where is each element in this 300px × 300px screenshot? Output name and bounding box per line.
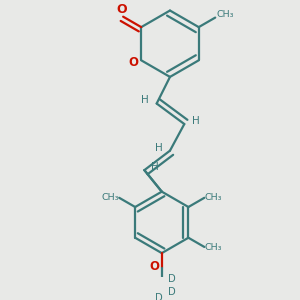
- Text: H: H: [192, 116, 200, 126]
- Text: D: D: [155, 293, 163, 300]
- Text: CH₃: CH₃: [217, 10, 234, 19]
- Text: O: O: [128, 56, 139, 69]
- Text: H: H: [141, 95, 149, 106]
- Text: CH₃: CH₃: [205, 193, 222, 202]
- Text: O: O: [149, 260, 159, 273]
- Text: D: D: [168, 286, 176, 296]
- Text: CH₃: CH₃: [101, 193, 119, 202]
- Text: D: D: [168, 274, 176, 284]
- Text: H: H: [155, 142, 163, 153]
- Text: O: O: [116, 3, 127, 16]
- Text: CH₃: CH₃: [205, 243, 222, 252]
- Text: H: H: [151, 162, 159, 172]
